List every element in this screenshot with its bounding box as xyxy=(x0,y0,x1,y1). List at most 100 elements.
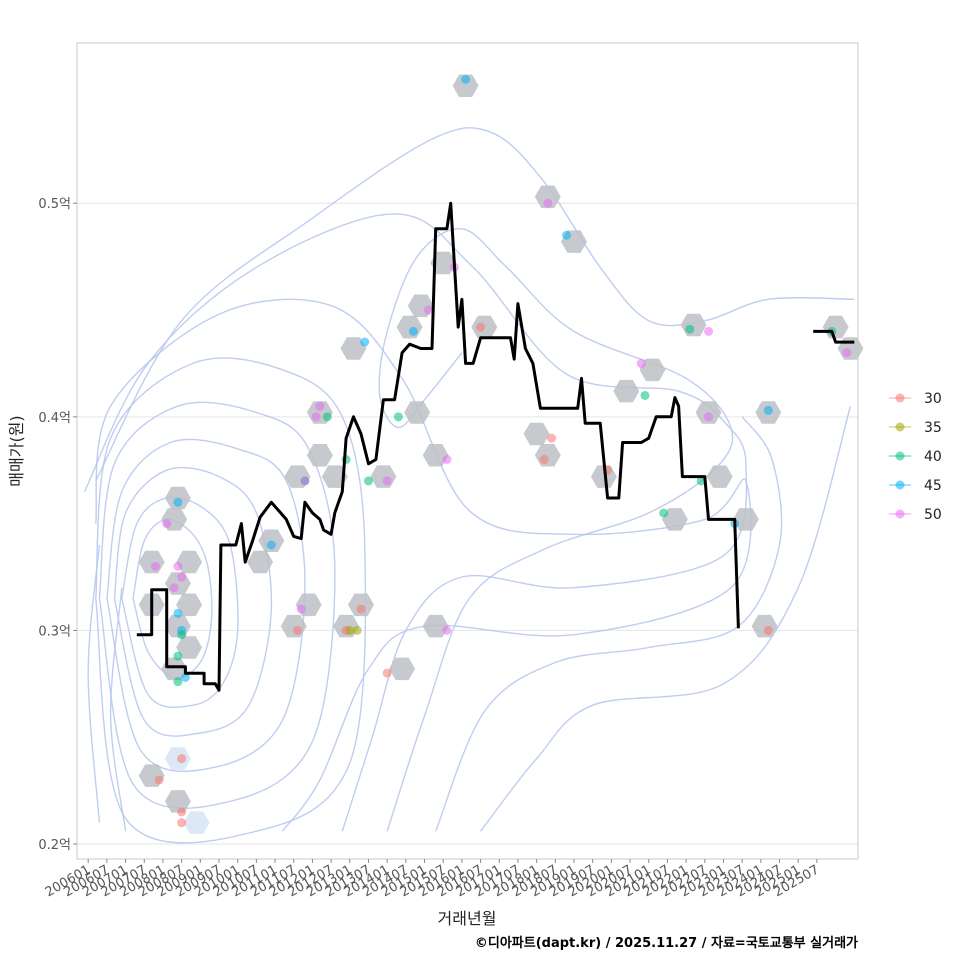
legend: 30 35 40 45 50 xyxy=(889,391,942,523)
hexbin xyxy=(306,444,333,467)
y-tick-label: 0.5억 xyxy=(38,197,71,212)
y-tick-label: 0.4억 xyxy=(38,411,71,426)
data-point xyxy=(640,390,650,400)
y-axis-title: 매매가(원) xyxy=(7,415,26,486)
data-point xyxy=(150,561,160,571)
hexbin xyxy=(176,593,203,617)
trend-line xyxy=(136,201,855,692)
data-point xyxy=(539,455,549,465)
data-point xyxy=(763,625,773,635)
hexbin xyxy=(404,401,431,424)
hexbin xyxy=(183,811,210,834)
data-point xyxy=(842,348,852,358)
hexbin xyxy=(422,614,449,638)
data-point xyxy=(173,677,183,687)
x-axis: 2006012006072007012007072008012008072009… xyxy=(43,859,822,900)
hexbin xyxy=(247,550,274,574)
data-point xyxy=(704,326,714,336)
data-point xyxy=(162,519,172,529)
data-point xyxy=(296,604,306,614)
trend-line-segment xyxy=(136,201,740,692)
legend-label: 40 xyxy=(924,449,942,465)
gridlines xyxy=(77,202,858,845)
density-contour xyxy=(95,127,855,482)
legend-label: 45 xyxy=(924,478,942,494)
data-point xyxy=(547,433,557,443)
legend-key-dot xyxy=(895,422,905,432)
hexbin xyxy=(534,185,561,209)
density-contour xyxy=(121,496,239,708)
hexbin xyxy=(164,790,191,813)
data-point xyxy=(173,497,183,507)
data-point xyxy=(173,608,183,618)
legend-key-dot xyxy=(895,451,905,461)
data-point xyxy=(352,625,362,635)
hexbin xyxy=(661,508,688,531)
data-point xyxy=(311,412,321,422)
data-point xyxy=(322,412,332,422)
legend-key-dot xyxy=(895,480,905,490)
y-tick-label: 0.3억 xyxy=(38,624,71,639)
y-tick-label: 0.2억 xyxy=(38,838,71,853)
data-point xyxy=(180,672,190,682)
density-contours xyxy=(83,127,855,844)
data-point xyxy=(177,754,187,764)
data-point xyxy=(562,230,572,240)
data-point xyxy=(442,455,452,465)
data-point xyxy=(382,668,392,678)
data-point xyxy=(408,326,418,336)
data-point xyxy=(360,337,370,347)
data-point xyxy=(315,401,325,411)
hexbin xyxy=(639,358,666,382)
hexbin xyxy=(389,657,416,681)
legend-label: 50 xyxy=(924,507,942,523)
data-point xyxy=(154,775,164,785)
data-point xyxy=(423,305,433,315)
panel-border xyxy=(76,42,859,860)
hexbin xyxy=(732,508,759,531)
data-point xyxy=(177,572,187,582)
data-point xyxy=(177,807,187,817)
data-point xyxy=(393,412,403,422)
data-point xyxy=(345,625,355,635)
hexbin-layer xyxy=(138,74,864,834)
scatter-points xyxy=(150,74,852,828)
data-point xyxy=(169,583,179,593)
density-contour xyxy=(98,401,336,809)
density-contour xyxy=(95,298,752,832)
data-point xyxy=(636,358,646,368)
data-point xyxy=(173,561,183,571)
source-caption: ©디아파트(dapt.kr) / 2025.11.27 / 자료=국토교통부 실… xyxy=(475,935,858,951)
hexbin xyxy=(430,251,457,275)
data-point xyxy=(382,476,392,486)
density-contour xyxy=(435,416,783,832)
density-contour xyxy=(132,518,213,679)
hexbin xyxy=(706,465,733,488)
data-point xyxy=(356,604,366,614)
hexbin xyxy=(321,465,348,488)
data-point xyxy=(476,322,486,332)
legend-label: 35 xyxy=(924,420,942,436)
legend-key-dot xyxy=(895,393,905,403)
hexbin xyxy=(422,444,449,467)
density-contour xyxy=(113,466,273,737)
data-point xyxy=(543,198,553,208)
hexbin xyxy=(452,74,479,97)
density-contour xyxy=(109,587,127,832)
x-axis-title: 거래년월 xyxy=(438,909,497,928)
density-contour xyxy=(95,357,367,844)
data-point xyxy=(177,630,187,640)
data-point xyxy=(300,476,310,486)
density-contour xyxy=(480,405,852,832)
data-point xyxy=(696,476,706,486)
legend-key-dot xyxy=(895,509,905,519)
data-point xyxy=(266,540,276,550)
hexbin xyxy=(613,379,640,403)
data-point xyxy=(659,508,669,518)
data-point xyxy=(292,625,302,635)
legend-label: 30 xyxy=(924,391,942,407)
trend-line-segment xyxy=(813,329,855,344)
hexbin xyxy=(176,550,203,574)
